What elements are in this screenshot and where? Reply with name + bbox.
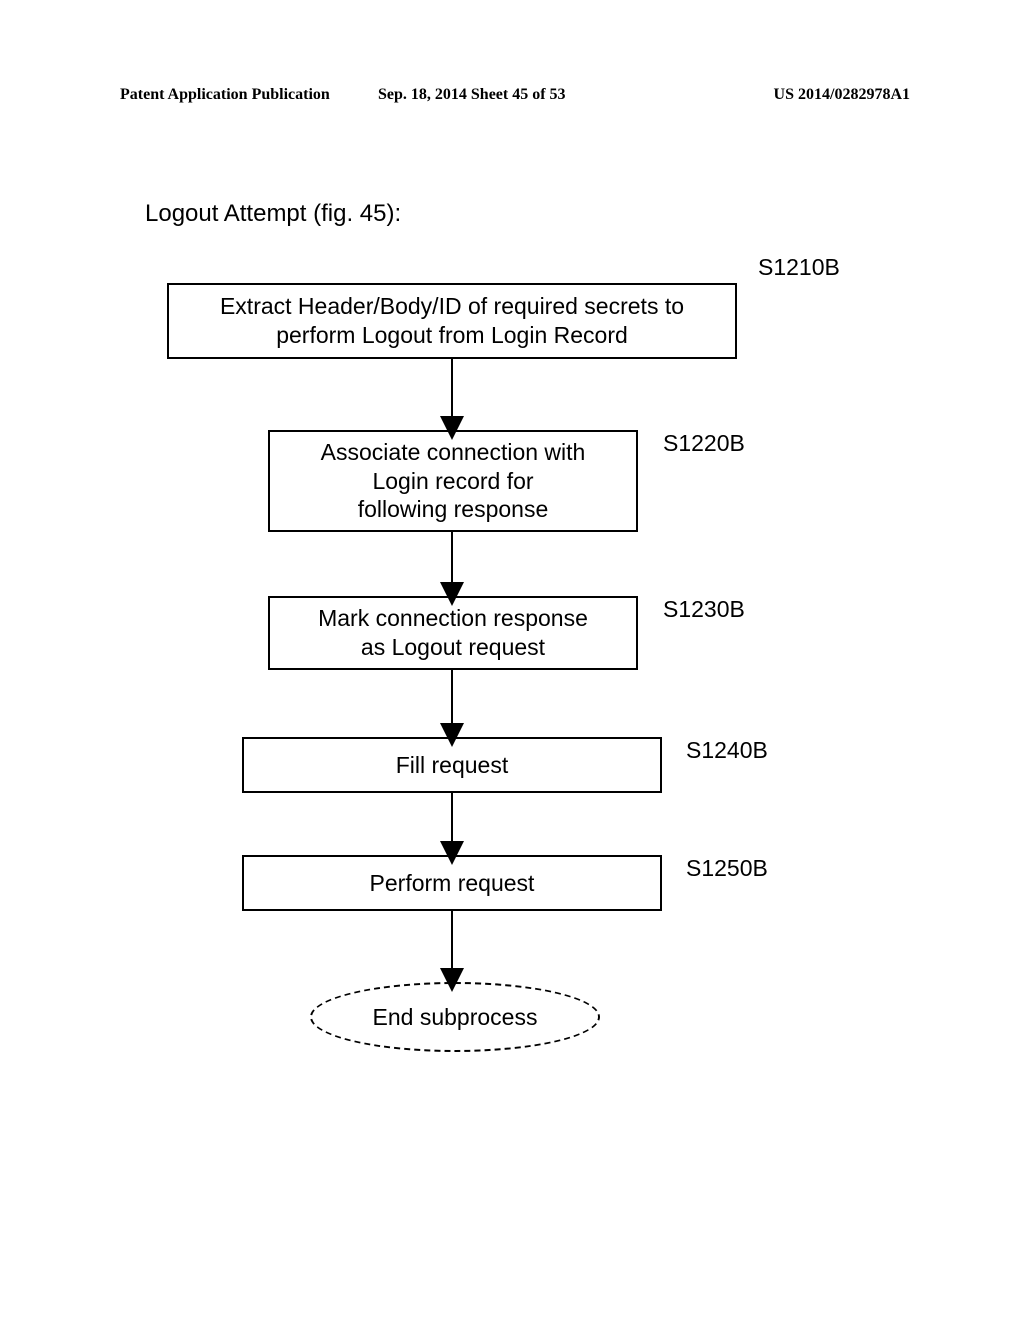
process-text: Mark connection responseas Logout reques…	[318, 604, 588, 662]
process-box-extract: Extract Header/Body/ID of required secre…	[167, 283, 737, 359]
header-left: Patent Application Publication	[120, 86, 330, 103]
header-mid: Sep. 18, 2014 Sheet 45 of 53	[378, 86, 566, 104]
step-label: S1240B	[686, 737, 768, 764]
step-label: S1250B	[686, 855, 768, 882]
step-label: S1230B	[663, 596, 745, 623]
process-box-fill: Fill request	[242, 737, 662, 793]
process-text: Extract Header/Body/ID of required secre…	[220, 292, 684, 350]
process-text: Perform request	[370, 869, 535, 898]
process-text: Associate connection withLogin record fo…	[321, 438, 586, 524]
diagram-title: Logout Attempt (fig. 45):	[145, 200, 401, 228]
header-right: US 2014/0282978A1	[774, 86, 910, 104]
step-label: S1210B	[758, 254, 840, 281]
process-box-mark: Mark connection responseas Logout reques…	[268, 596, 638, 670]
page: Patent Application Publication Sep. 18, …	[0, 0, 1024, 1320]
terminator-text: End subprocess	[373, 1004, 538, 1031]
terminator-end: End subprocess	[310, 982, 600, 1052]
step-label: S1220B	[663, 430, 745, 457]
process-text: Fill request	[396, 751, 508, 780]
process-box-associate: Associate connection withLogin record fo…	[268, 430, 638, 532]
header-row: Patent Application Publication Sep. 18, …	[120, 86, 910, 104]
process-box-perform: Perform request	[242, 855, 662, 911]
